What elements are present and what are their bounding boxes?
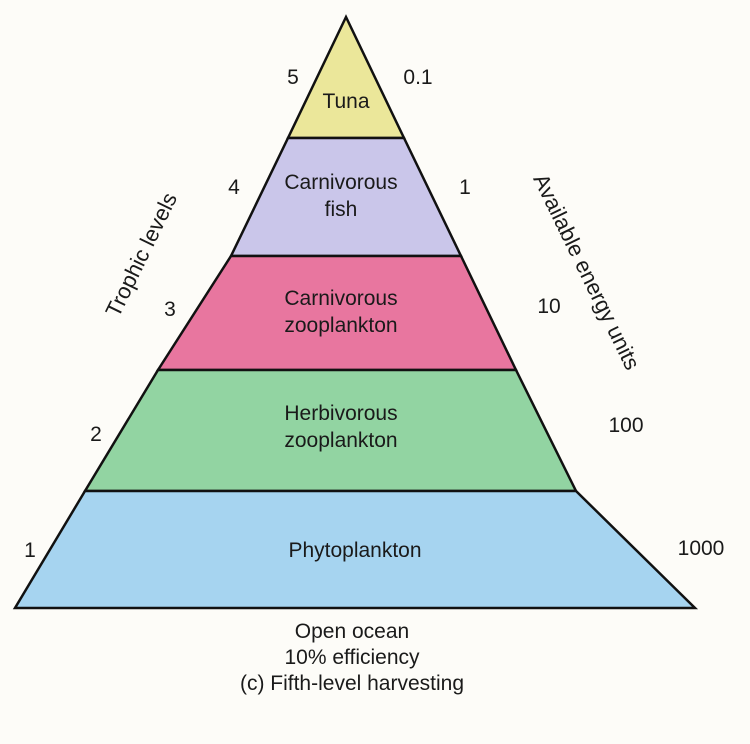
trophic-number-1: 1 (24, 539, 36, 562)
level-2-label-line1: Herbivorous (284, 402, 397, 425)
level-2-label-line2: zooplankton (284, 429, 397, 452)
trophic-number-4: 4 (228, 176, 240, 199)
level-5-label: Tuna (322, 90, 369, 113)
level-4-label-line1: Carnivorous (284, 171, 397, 194)
energy-value-level-4: 1 (459, 176, 471, 199)
trophic-number-5: 5 (287, 66, 299, 89)
caption-line3: (c) Fifth-level harvesting (240, 672, 464, 695)
energy-value-level-3: 10 (537, 295, 560, 318)
level-1-band (12, 489, 699, 610)
trophic-number-2: 2 (90, 423, 102, 446)
level-3-band (155, 254, 518, 372)
level-3-label-line2: zooplankton (284, 314, 397, 337)
energy-value-level-5: 0.1 (403, 66, 432, 89)
level-5-band (286, 14, 406, 140)
caption-line1: Open ocean (295, 620, 409, 643)
level-4-band (229, 136, 463, 258)
energy-value-level-1: 1000 (678, 537, 725, 560)
caption-line2: 10% efficiency (284, 646, 420, 669)
energy-value-level-2: 100 (608, 414, 643, 437)
trophic-number-3: 3 (164, 298, 176, 321)
level-3-label-line1: Carnivorous (284, 287, 397, 310)
level-4-label-line2: fish (325, 198, 358, 221)
available-energy-axis-title: Available energy units (528, 170, 645, 374)
level-1-label: Phytoplankton (288, 539, 421, 562)
